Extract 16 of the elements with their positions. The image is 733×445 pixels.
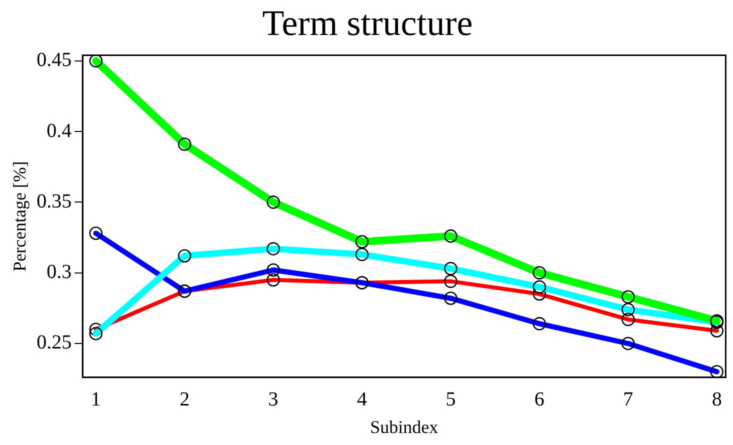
chart-title: Term structure — [262, 3, 473, 44]
y-tick-label: 0.35 — [36, 190, 72, 212]
y-tick-label: 0.45 — [36, 49, 72, 72]
y-tick-label: 0.4 — [46, 120, 72, 142]
x-tick-label: 5 — [446, 388, 456, 411]
x-tick-label: 1 — [90, 388, 101, 411]
x-tick-label: 4 — [357, 388, 368, 411]
x-tick-label: 3 — [268, 388, 278, 411]
x-tick-label: 7 — [623, 388, 634, 411]
x-tick-label: 2 — [180, 388, 190, 411]
x-tick-label: 6 — [534, 388, 544, 411]
y-axis-title: Percentage [%] — [10, 161, 30, 272]
y-tick-label: 0.25 — [36, 332, 72, 354]
x-axis-title: Subindex — [370, 416, 438, 437]
x-tick-label: 8 — [712, 388, 722, 411]
y-tick-label: 0.3 — [46, 261, 72, 284]
